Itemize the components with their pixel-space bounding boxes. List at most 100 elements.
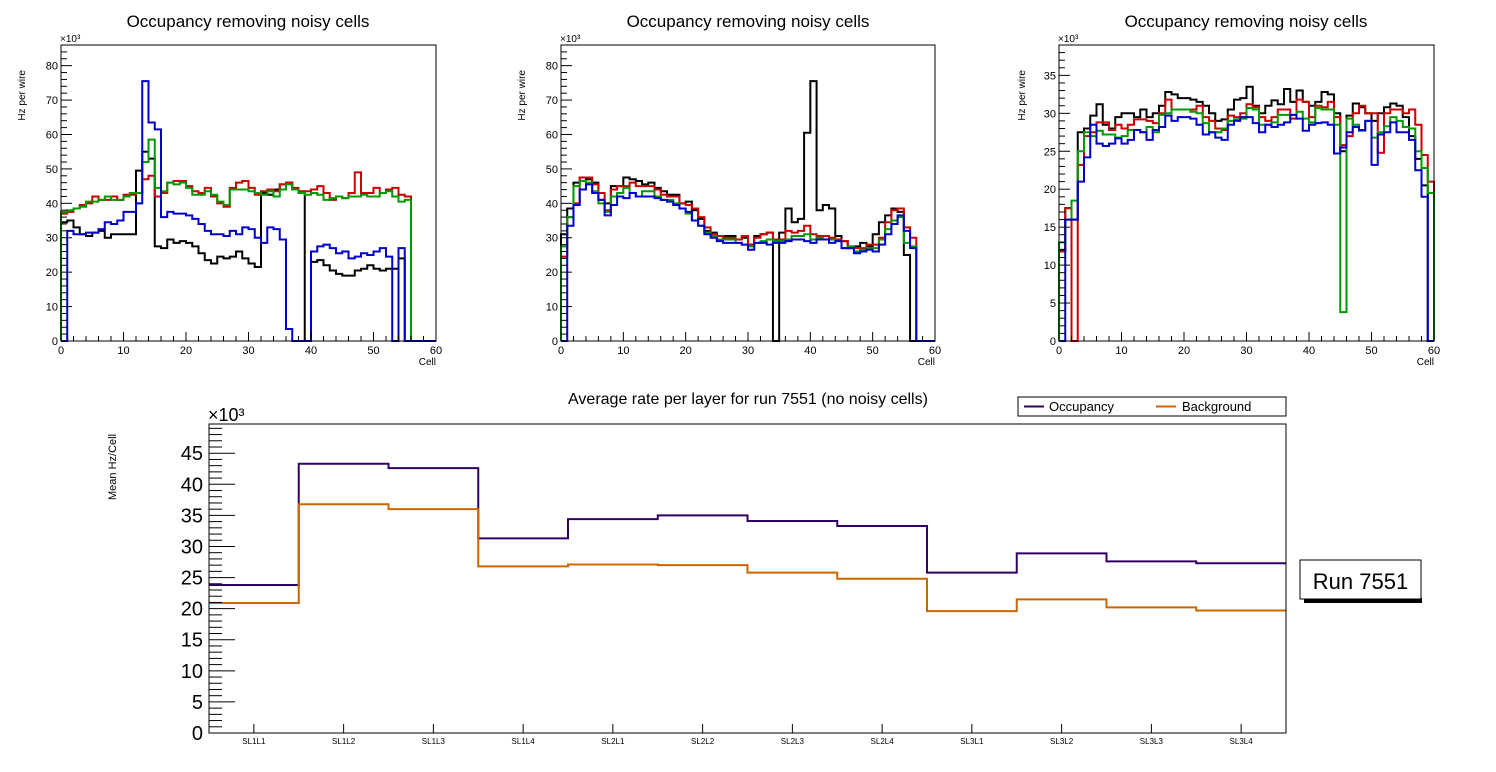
- panel-3-ytick-label: 10: [1044, 260, 1056, 272]
- panel-1-xtick-label: 60: [430, 345, 442, 357]
- panel-layer-occupancy-2: Occupancy removing noisy cells Hz per wi…: [517, 12, 941, 368]
- bottom-ytick-label: 45: [181, 443, 203, 465]
- panel-3-xtick-label: 30: [1240, 345, 1252, 357]
- bottom-category-label-sl2l1: SL2L1: [601, 737, 625, 746]
- panel-1-xtick-label: 10: [117, 345, 129, 357]
- panel-3-ytick-label: 0: [1050, 336, 1056, 348]
- bottom-category-label-sl2l4: SL2L4: [871, 737, 895, 746]
- bottom-ytick-label: 40: [181, 474, 203, 496]
- panel-1-ytick-label: 40: [46, 198, 58, 210]
- panel-2-xtick-label: 40: [804, 345, 816, 357]
- run-label-shadow: [1304, 598, 1422, 603]
- panel-2-xtick-label: 60: [929, 345, 941, 357]
- panel-3-ytick-label: 30: [1044, 108, 1056, 120]
- bottom-category-label-sl1l3: SL1L3: [422, 737, 446, 746]
- panel-1-series-green: [60, 138, 436, 342]
- bottom-title: Average rate per layer for run 7551 (no …: [568, 391, 928, 408]
- bottom-category-label-sl1l1: SL1L1: [242, 737, 266, 746]
- panel-2-ytick-label: 60: [546, 129, 558, 141]
- panel-layer-occupancy-3: Occupancy removing noisy cells Hz per wi…: [1017, 12, 1440, 368]
- panel-3-xlabel: Cell: [1417, 357, 1434, 368]
- panel-3-xtick-label: 0: [1056, 345, 1062, 357]
- panel-2-ytick-label: 80: [546, 61, 558, 73]
- panel-3-ytick-label: 25: [1044, 146, 1056, 158]
- panel-1-ytick-label: 20: [46, 267, 58, 279]
- bottom-category-label-sl2l2: SL2L2: [691, 737, 715, 746]
- panel-1-title: Occupancy removing noisy cells: [127, 12, 370, 31]
- panel-3-exponent: ×10³: [1058, 34, 1079, 45]
- panel-1-xtick-label: 0: [58, 345, 64, 357]
- panel-2-xtick-label: 10: [617, 345, 629, 357]
- bottom-ylabel: Mean Hz/Cell: [107, 434, 119, 500]
- panel-3-series-black: [1058, 85, 1434, 342]
- panel-layer-occupancy-1: Occupancy removing noisy cells Hz per wi…: [17, 12, 442, 368]
- bottom-ytick-label: 20: [181, 599, 203, 621]
- panel-2-ytick-label: 30: [546, 233, 558, 245]
- legend-background-label: Background: [1182, 399, 1251, 414]
- panel-1-ytick-label: 60: [46, 129, 58, 141]
- panel-2-ytick-label: 70: [546, 95, 558, 107]
- bottom-series-background: [209, 503, 1286, 613]
- panel-1-xtick-label: 30: [242, 345, 254, 357]
- bottom-category-label-sl3l4: SL3L4: [1230, 737, 1254, 746]
- panel-2-xtick-label: 20: [680, 345, 692, 357]
- panel-1-ytick-label: 0: [52, 336, 58, 348]
- bottom-ytick-label: 30: [181, 536, 203, 558]
- panel-3-xtick-label: 20: [1178, 345, 1190, 357]
- run-label-box: Run 7551: [1299, 559, 1422, 603]
- panel-2-ytick-label: 50: [546, 164, 558, 176]
- panel-1-ylabel: Hz per wire: [17, 70, 28, 121]
- run-label-text: Run 7551: [1313, 569, 1408, 594]
- panel-2-xtick-label: 0: [558, 345, 564, 357]
- panel-1-ytick-label: 50: [46, 164, 58, 176]
- bottom-ytick-label: 0: [192, 723, 203, 745]
- panel-3-xtick-label: 60: [1428, 345, 1440, 357]
- panel-2-ytick-label: 0: [552, 336, 558, 348]
- bottom-ytick-label: 15: [181, 630, 203, 652]
- panel-3-ylabel: Hz per wire: [1017, 70, 1028, 121]
- bottom-category-label-sl1l4: SL1L4: [512, 737, 536, 746]
- bottom-category-label-sl3l3: SL3L3: [1140, 737, 1164, 746]
- panel-1-ytick-label: 70: [46, 95, 58, 107]
- bottom-category-label-sl1l2: SL1L2: [332, 737, 356, 746]
- panel-3-ytick-label: 15: [1044, 222, 1056, 234]
- bottom-exponent: ×10³: [208, 405, 245, 425]
- panel-2-ylabel: Hz per wire: [517, 70, 528, 121]
- bottom-category-label-sl3l1: SL3L1: [960, 737, 984, 746]
- legend-box: [1017, 396, 1287, 417]
- panel-2-exponent: ×10³: [560, 34, 581, 45]
- panel-3-xtick-label: 10: [1115, 345, 1127, 357]
- legend-occupancy-label: Occupancy: [1049, 399, 1115, 414]
- panel-2-series-red: [560, 176, 935, 342]
- panel-2-xtick-label: 30: [742, 345, 754, 357]
- bottom-ytick-label: 10: [181, 661, 203, 683]
- panel-1-xtick-label: 40: [305, 345, 317, 357]
- bottom-ytick-label: 35: [181, 505, 203, 527]
- panel-1-series-red: [60, 171, 436, 342]
- panel-2-title: Occupancy removing noisy cells: [627, 12, 870, 31]
- bottom-ytick-label: 25: [181, 568, 203, 590]
- panel-3-series-blue: [1059, 113, 1434, 342]
- panel-3-xtick-label: 40: [1303, 345, 1315, 357]
- panel-2-xtick-label: 50: [867, 345, 879, 357]
- run-label-frame: [1299, 559, 1422, 600]
- panel-2-xlabel: Cell: [918, 357, 935, 368]
- panel-3-series-red: [1058, 98, 1435, 342]
- panel-3-ytick-label: 35: [1044, 70, 1056, 82]
- panel-2-ytick-label: 20: [546, 267, 558, 279]
- panel-2-series-blue: [561, 183, 935, 342]
- bottom-series-occupancy: [209, 462, 1286, 587]
- panel-1-series-black: [60, 150, 436, 342]
- panel-2-ytick-label: 40: [546, 198, 558, 210]
- panel-1-ytick-label: 10: [46, 302, 58, 314]
- panel-1-xtick-label: 50: [367, 345, 379, 357]
- panel-3-ytick-label: 5: [1050, 298, 1056, 310]
- panel-1-xlabel: Cell: [419, 357, 436, 368]
- bottom-frame: [208, 423, 1287, 734]
- panel-average-rate: Average rate per layer for run 7551 (no …: [107, 391, 1422, 746]
- bottom-ytick-label: 5: [192, 692, 203, 714]
- panel-3-xtick-label: 50: [1365, 345, 1377, 357]
- panel-2-series-black: [560, 80, 935, 342]
- panel-1-ytick-label: 80: [46, 61, 58, 73]
